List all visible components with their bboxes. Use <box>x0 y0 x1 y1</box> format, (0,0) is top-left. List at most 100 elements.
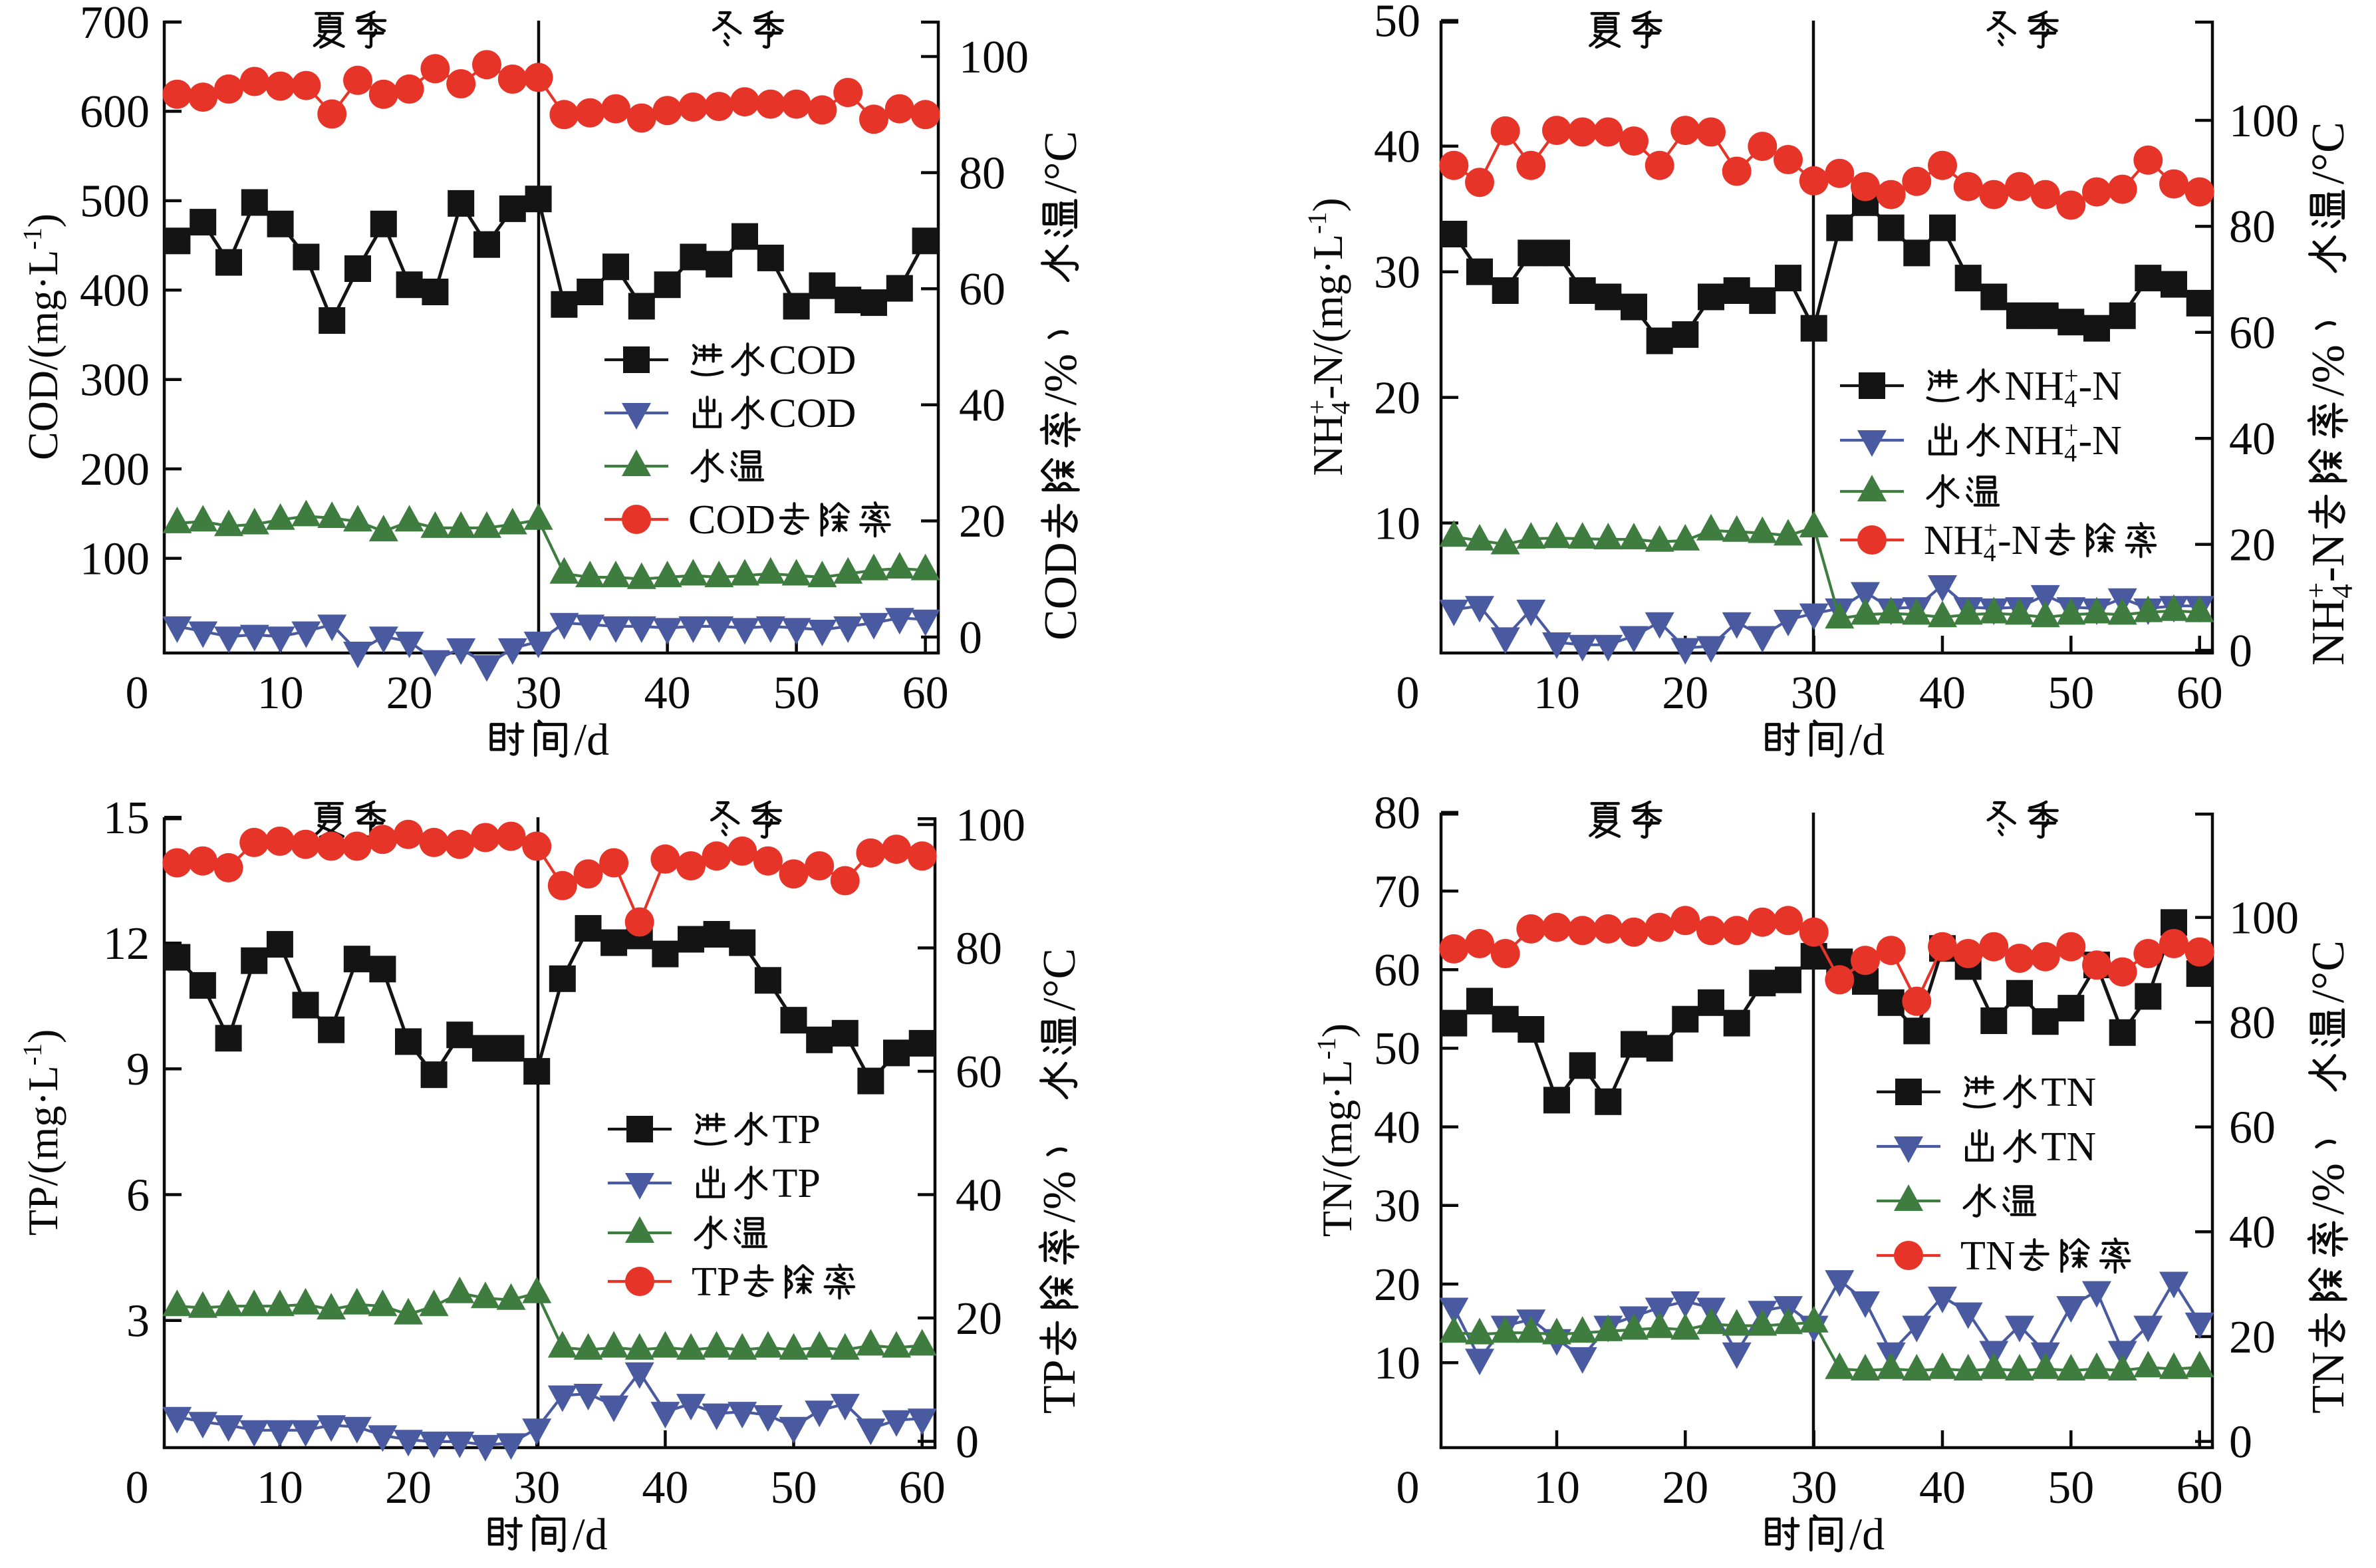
svg-text:30: 30 <box>1374 1181 1420 1232</box>
svg-text:COD/(mg: COD/(mg <box>19 290 66 460</box>
svg-text:NH: NH <box>2005 418 2065 463</box>
svg-text:-1: -1 <box>1311 1037 1341 1059</box>
svg-text:10: 10 <box>1374 1338 1420 1389</box>
svg-text:0: 0 <box>2229 1416 2252 1468</box>
svg-text:NH: NH <box>2005 364 2065 409</box>
svg-text:/d: /d <box>573 1509 608 1559</box>
svg-text:60: 60 <box>2229 1103 2276 1154</box>
svg-text:/°C: /°C <box>2303 122 2354 184</box>
svg-text:20: 20 <box>385 1462 432 1513</box>
svg-text:50: 50 <box>1374 1023 1420 1075</box>
svg-text:20: 20 <box>959 496 1005 547</box>
svg-text:4: 4 <box>2327 584 2359 598</box>
svg-text:40: 40 <box>642 1462 688 1513</box>
svg-text:-N: -N <box>2079 364 2122 409</box>
svg-text:0: 0 <box>2229 626 2252 677</box>
svg-text:/%: /% <box>1034 1171 1085 1223</box>
svg-text:40: 40 <box>644 668 691 719</box>
svg-text:60: 60 <box>959 264 1005 315</box>
svg-text:20: 20 <box>956 1293 1002 1345</box>
svg-text:40: 40 <box>956 1170 1002 1221</box>
svg-text:80: 80 <box>959 148 1005 199</box>
svg-text:200: 200 <box>80 444 150 495</box>
svg-text:20: 20 <box>1374 1259 1420 1311</box>
svg-text:COD: COD <box>769 391 857 436</box>
svg-text:NH: NH <box>1304 414 1351 475</box>
svg-text:TP: TP <box>692 1259 739 1305</box>
svg-text:20: 20 <box>386 668 433 719</box>
svg-text:80: 80 <box>2229 997 2276 1049</box>
svg-text:80: 80 <box>1374 788 1420 839</box>
svg-text:4: 4 <box>1326 401 1356 414</box>
svg-text:50: 50 <box>771 1462 817 1513</box>
svg-text:20: 20 <box>2229 1312 2276 1363</box>
svg-text:-N: -N <box>2303 533 2354 583</box>
svg-text:0: 0 <box>126 1462 149 1513</box>
svg-text:40: 40 <box>1919 668 1966 719</box>
svg-text:6: 6 <box>126 1170 150 1221</box>
svg-text:-N/(mg: -N/(mg <box>1304 274 1351 399</box>
svg-text:20: 20 <box>1374 372 1420 424</box>
svg-text:TN: TN <box>1960 1234 2016 1279</box>
svg-text:100: 100 <box>80 533 150 585</box>
svg-text:600: 600 <box>80 86 150 138</box>
svg-text:L: L <box>19 1065 66 1091</box>
svg-text:30: 30 <box>1374 247 1420 299</box>
svg-text:70: 70 <box>1374 866 1420 918</box>
svg-text:10: 10 <box>257 668 304 719</box>
svg-text:60: 60 <box>956 1047 1002 1098</box>
svg-text:/d: /d <box>1849 714 1885 765</box>
svg-text:80: 80 <box>956 923 1002 974</box>
svg-text:30: 30 <box>515 668 562 719</box>
svg-text:100: 100 <box>2229 96 2299 147</box>
svg-text:12: 12 <box>103 918 150 970</box>
svg-text:TP: TP <box>773 1161 821 1206</box>
svg-text:+: + <box>1984 517 1998 545</box>
svg-text:100: 100 <box>2229 892 2299 944</box>
svg-text:TN: TN <box>2303 1352 2354 1414</box>
svg-text:·: · <box>1304 260 1351 274</box>
svg-text:L: L <box>1304 234 1351 260</box>
svg-text:500: 500 <box>80 176 150 227</box>
svg-text:20: 20 <box>1662 1462 1708 1513</box>
svg-text:60: 60 <box>899 1462 946 1513</box>
svg-text:50: 50 <box>773 668 820 719</box>
svg-text:40: 40 <box>1919 1462 1966 1513</box>
svg-text:0: 0 <box>126 668 149 719</box>
svg-text:3: 3 <box>126 1296 150 1347</box>
svg-text:+: + <box>2302 583 2333 598</box>
svg-text:4: 4 <box>2064 440 2077 467</box>
svg-text:COD: COD <box>769 338 857 383</box>
svg-text:/°C: /°C <box>1034 948 1085 1011</box>
svg-text:0: 0 <box>1396 668 1420 719</box>
svg-text:60: 60 <box>2177 668 2223 719</box>
svg-text:TN: TN <box>2042 1070 2097 1115</box>
svg-text:TN/(mg: TN/(mg <box>1313 1100 1361 1237</box>
svg-text:300: 300 <box>80 355 150 406</box>
svg-text:NH: NH <box>1924 518 1984 563</box>
svg-text:60: 60 <box>902 668 949 719</box>
svg-text:60: 60 <box>1374 945 1420 996</box>
svg-text:9: 9 <box>126 1044 150 1095</box>
svg-text:): ) <box>19 213 66 227</box>
svg-text:+: + <box>1302 400 1332 415</box>
svg-text:): ) <box>1313 1023 1361 1037</box>
svg-text:40: 40 <box>2229 1207 2276 1258</box>
svg-text:0: 0 <box>1396 1462 1420 1513</box>
svg-text:TP: TP <box>773 1107 821 1152</box>
svg-text:50: 50 <box>2047 668 2094 719</box>
svg-text:/%: /% <box>1035 354 1087 406</box>
svg-text:400: 400 <box>80 265 150 317</box>
svg-text:10: 10 <box>1533 1462 1580 1513</box>
svg-text:/d: /d <box>1849 1509 1885 1559</box>
svg-text:0: 0 <box>956 1416 979 1468</box>
svg-text:-N: -N <box>1998 518 2041 563</box>
svg-text:·: · <box>1313 1086 1361 1100</box>
svg-text:30: 30 <box>1791 1462 1837 1513</box>
svg-text:30: 30 <box>1791 668 1837 719</box>
svg-text:+: + <box>2064 362 2078 390</box>
svg-text:60: 60 <box>2177 1462 2223 1513</box>
svg-text:-1: -1 <box>17 227 47 249</box>
svg-text:30: 30 <box>513 1462 560 1513</box>
svg-text:100: 100 <box>956 800 1025 851</box>
